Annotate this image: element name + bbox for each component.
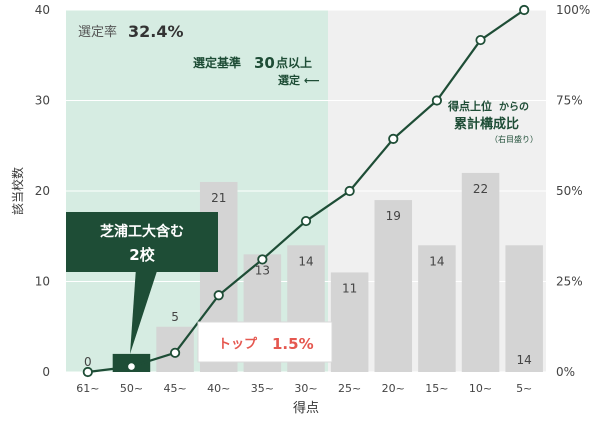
y2-tick-label: 50% <box>556 184 583 198</box>
cumulative-label-note: （右目盛り） <box>490 134 538 144</box>
y2-tick-label: 100% <box>556 3 590 17</box>
cumulative-point <box>344 185 355 197</box>
cumulative-point <box>388 133 399 144</box>
x-tick-label: 35~ <box>251 382 274 395</box>
bar <box>461 172 500 372</box>
cumulative-point <box>126 361 137 372</box>
criteria-prefix: 選定基準 <box>193 55 241 70</box>
y2-tick-label: 0% <box>556 365 575 379</box>
callout-pointer <box>130 268 158 354</box>
cumulative-point <box>169 347 181 358</box>
callout-line2: 2校 <box>129 246 155 264</box>
x-tick-label: 20~ <box>382 382 405 395</box>
x-tick-label: 5~ <box>516 382 532 395</box>
bar-value-label: 14 <box>298 254 313 268</box>
bar-value-label: 21 <box>211 191 226 205</box>
y2-tick-label: 25% <box>556 275 583 289</box>
x-tick-label: 45~ <box>163 382 186 395</box>
bar-labels: 0 5 21 13 14 11 19 14 22 14 <box>84 182 532 369</box>
cumulative-label-main: 累計構成比 <box>454 116 519 132</box>
bar-value-label: 5 <box>171 310 179 324</box>
y-tick-label: 20 <box>35 184 50 198</box>
x-axis-title: 得点 <box>293 400 319 416</box>
x-tick-label: 40~ <box>207 382 230 395</box>
cumulative-point <box>213 290 224 301</box>
bar-value-label: 0 <box>84 355 92 369</box>
bar-value-label: 19 <box>386 209 401 223</box>
y2-axis-ticks: 0% 25% 50% 75% 100% <box>556 3 590 379</box>
top-label-box <box>197 321 333 363</box>
cumulative-point <box>475 34 486 46</box>
cumulative-point <box>519 4 530 16</box>
cumulative-label-from: からの <box>499 101 529 113</box>
cumulative-point <box>431 95 443 106</box>
bar-value-label: 14 <box>429 254 444 268</box>
criteria-points: 30 <box>254 54 275 72</box>
x-tick-label: 15~ <box>425 382 448 395</box>
bar <box>418 245 456 372</box>
bar <box>374 200 413 372</box>
x-axis-ticks: 61~ 50~ 45~ 40~ 35~ 30~ 25~ 20~ 15~ 10~ 5~ <box>76 382 532 395</box>
y-axis-title: 該当校数 <box>10 167 25 215</box>
x-tick-label: 61~ <box>76 382 99 395</box>
top-label-value: 1.5% <box>272 335 314 353</box>
y-tick-label: 40 <box>35 3 50 17</box>
x-tick-label: 25~ <box>338 382 361 395</box>
cumulative-point <box>82 366 93 378</box>
y-tick-label: 10 <box>35 275 50 289</box>
x-tick-label: 30~ <box>294 382 317 395</box>
cumulative-point <box>300 215 312 227</box>
criteria-suffix: 点以上 <box>276 55 312 70</box>
bar-value-label: 22 <box>473 182 488 196</box>
y-tick-label: 30 <box>35 94 50 108</box>
bar <box>330 272 369 372</box>
cumulative-label-prefix: 得点上位 <box>447 99 492 113</box>
bar-value-label: 14 <box>517 353 532 367</box>
criteria-arrow: 選定 ⟵ <box>278 73 320 87</box>
selection-rate-value: 32.4% <box>128 22 184 41</box>
x-tick-label: 10~ <box>469 382 492 395</box>
y-tick-label: 0 <box>42 365 50 379</box>
selection-rate-label: 選定率 <box>78 24 117 40</box>
y2-tick-label: 75% <box>556 94 583 108</box>
cumulative-line-layer <box>82 4 530 378</box>
callout-box <box>66 212 218 272</box>
x-tick-label: 50~ <box>120 382 143 395</box>
bar-value-label: 13 <box>255 263 270 277</box>
bar <box>505 245 543 372</box>
y-axis-ticks: 0 10 20 30 40 <box>35 3 50 379</box>
callout-line1: 芝浦工大含む <box>100 223 184 240</box>
bar-value-label: 11 <box>342 281 357 295</box>
top-label-text: トップ <box>218 337 258 352</box>
cumulative-point <box>257 254 268 265</box>
